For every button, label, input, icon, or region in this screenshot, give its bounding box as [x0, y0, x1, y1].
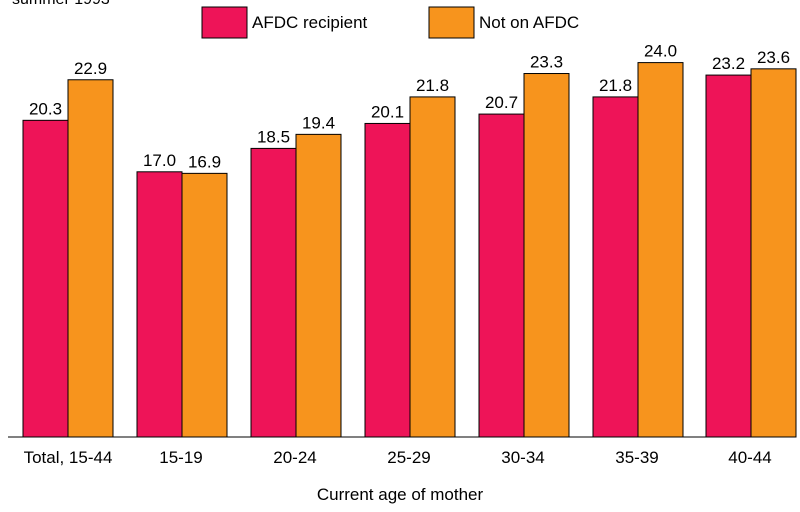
value-label-series1-6: 21.8: [599, 76, 632, 95]
bar-series2-2: [181, 172, 228, 438]
bar-series2-5: [523, 73, 570, 438]
value-labels: 20.3 22.9 17.0 16.9 18.5 19.4 20.1 21.8 20.7 23.3…: [29, 42, 790, 172]
x-tick-label-6: 35-39: [615, 448, 658, 467]
bar-series2-1: [67, 79, 114, 438]
value-label-series2-1: 22.9: [74, 59, 107, 78]
value-label-series1-3: 18.5: [257, 127, 290, 146]
legend-label-1: AFDC recipient: [252, 13, 368, 32]
bar-series1-4: [364, 122, 411, 438]
value-label-series2-5: 23.3: [530, 53, 563, 72]
value-label-series1-1: 20.3: [29, 99, 62, 118]
bar-series2-3: [295, 133, 342, 438]
x-tick-label-2: 15-19: [159, 448, 202, 467]
legend-swatch-2: [428, 6, 475, 39]
legend: AFDC recipient Not on AFDC: [201, 6, 579, 39]
x-tick-labels: Total, 15-44 15-19 20-24 25-29 30-34 35-39 40-…: [24, 448, 772, 467]
bar-series1-5: [478, 113, 525, 438]
bar-series2-7: [750, 68, 797, 438]
value-label-series1-4: 20.1: [371, 102, 404, 121]
value-label-series1-2: 17.0: [143, 151, 176, 170]
x-tick-label-5: 30-34: [501, 448, 544, 467]
bar-series1-3: [250, 147, 297, 438]
truncated-top-text: summer 1993: [12, 0, 110, 9]
value-label-series2-7: 23.6: [757, 48, 790, 67]
bar-series1-7: [705, 74, 752, 438]
value-label-series2-4: 21.8: [416, 76, 449, 95]
x-axis-label: Current age of mother: [317, 485, 484, 504]
x-tick-label-4: 25-29: [387, 448, 430, 467]
value-label-series2-3: 19.4: [302, 113, 335, 132]
value-label-series1-7: 23.2: [712, 54, 745, 73]
value-label-series2-6: 24.0: [644, 42, 677, 61]
x-tick-label-3: 20-24: [273, 448, 316, 467]
value-label-series2-2: 16.9: [188, 152, 221, 171]
x-tick-label-7: 40-44: [728, 448, 771, 467]
legend-swatch-1: [201, 6, 248, 39]
bar-series2-4: [409, 96, 456, 438]
bar-series1-1: [22, 119, 69, 438]
bar-series2-6: [637, 62, 684, 438]
bar-series1-2: [136, 171, 183, 438]
bars: [22, 62, 797, 438]
value-label-series1-5: 20.7: [485, 93, 518, 112]
legend-label-2: Not on AFDC: [479, 13, 579, 32]
bar-series1-6: [592, 96, 639, 438]
x-tick-label-1: Total, 15-44: [24, 448, 113, 467]
